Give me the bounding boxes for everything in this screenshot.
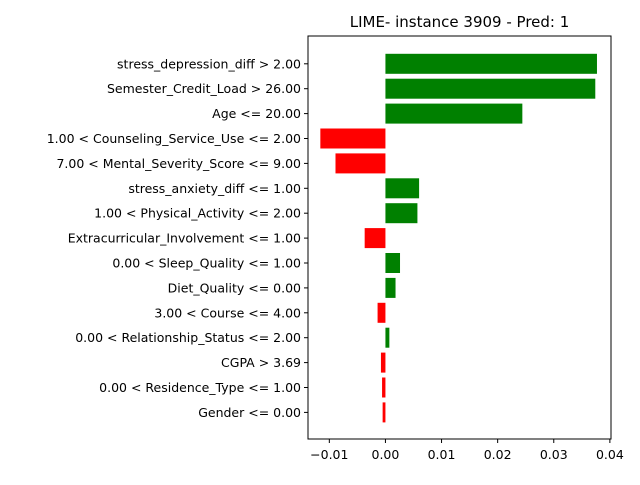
x-tick-label-1: 0.00	[372, 447, 400, 462]
y-tick-label-14: Gender <= 0.00	[198, 405, 301, 420]
y-tick-label-6: 1.00 < Physical_Activity <= 2.00	[94, 206, 301, 221]
y-tick-label-5: stress_anxiety_diff <= 1.00	[128, 181, 301, 196]
bar-6	[385, 203, 418, 224]
bar-2	[385, 103, 523, 124]
bar-14	[382, 402, 386, 423]
x-tick-label-2: 0.01	[428, 447, 456, 462]
y-tick-label-1: Semester_Credit_Load > 26.00	[107, 81, 301, 96]
plot-frame	[307, 35, 612, 440]
y-tick-label-10: 3.00 < Course <= 4.00	[154, 305, 301, 320]
bar-10	[377, 302, 386, 323]
y-tick-label-7: Extracurricular_Involvement <= 1.00	[68, 231, 301, 246]
bar-3	[320, 128, 386, 149]
y-tick-label-8: 0.00 < Sleep_Quality <= 1.00	[112, 256, 301, 271]
y-tick-label-3: 1.00 < Counseling_Service_Use <= 2.00	[47, 131, 301, 146]
bars-group	[320, 53, 597, 423]
x-tick-label-5: 0.04	[596, 447, 624, 462]
bar-5	[385, 178, 420, 199]
bar-12	[380, 352, 386, 373]
chart-title: LIME- instance 3909 - Pred: 1	[350, 13, 570, 31]
x-tick-label-0: −0.01	[310, 447, 348, 462]
y-tick-label-4: 7.00 < Mental_Severity_Score <= 9.00	[56, 156, 301, 171]
x-ticks: −0.01 0.00 0.01 0.02 0.03 0.04	[310, 439, 624, 462]
y-tick-label-11: 0.00 < Relationship_Status <= 2.00	[75, 330, 301, 345]
y-tick-label-9: Diet_Quality <= 0.00	[168, 280, 301, 295]
bar-8	[385, 253, 401, 273]
bar-1	[385, 78, 596, 99]
y-tick-label-2: Age <= 20.00	[212, 106, 301, 121]
y-tick-labels: stress_depression_diff > 2.00 Semester_Cr…	[47, 56, 308, 420]
bar-4	[335, 153, 386, 174]
x-tick-label-3: 0.02	[484, 447, 512, 462]
bar-9	[385, 277, 396, 298]
y-tick-label-0: stress_depression_diff > 2.00	[117, 56, 301, 71]
bar-7	[364, 228, 386, 249]
bar-0	[385, 53, 597, 74]
y-tick-label-13: 0.00 < Residence_Type <= 1.00	[99, 380, 301, 395]
x-tick-label-4: 0.03	[540, 447, 568, 462]
y-tick-label-12: CGPA > 3.69	[221, 355, 301, 370]
bar-11	[385, 327, 390, 348]
bar-13	[382, 377, 386, 398]
